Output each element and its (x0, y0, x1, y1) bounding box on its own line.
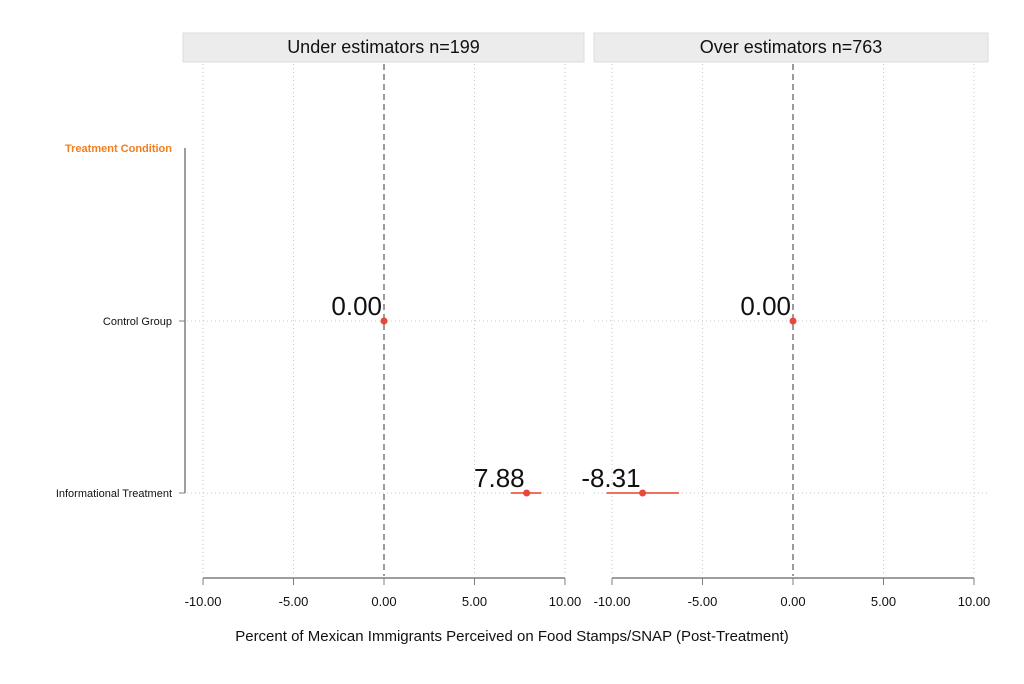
data-point (523, 489, 531, 497)
y-tick-label: Informational Treatment (56, 488, 172, 500)
x-tick-label: -5.00 (688, 594, 718, 609)
x-tick-label: 5.00 (871, 594, 896, 609)
panel-title: Over estimators n=763 (700, 37, 883, 57)
x-tick-label: 5.00 (462, 594, 487, 609)
x-axis-title: Percent of Mexican Immigrants Perceived … (235, 628, 789, 645)
x-tick-label: -5.00 (279, 594, 309, 609)
y-axis-header: Treatment Condition (65, 143, 172, 155)
panel-strip (593, 32, 989, 63)
x-tick-label: -10.00 (594, 594, 631, 609)
value-label: 0.00 (740, 291, 791, 321)
value-label: -8.31 (581, 463, 640, 493)
x-tick-label: -10.00 (185, 594, 222, 609)
data-point (380, 317, 388, 325)
panel-1: Under estimators n=199 -10.00 -5.00 0.00 5.0… (182, 32, 585, 609)
x-tick-label: 0.00 (780, 594, 805, 609)
data-point (789, 317, 797, 325)
y-tick-label: Control Group (103, 316, 172, 328)
panel-strip (182, 32, 585, 63)
value-label: 0.00 (331, 291, 382, 321)
data-point (639, 489, 647, 497)
panels-layer: Under estimators n=199 -10.00 -5.00 0.00 5.0… (182, 32, 991, 609)
x-tick-label: 0.00 (371, 594, 396, 609)
value-label: 7.88 (474, 463, 525, 493)
y-axis: Treatment Condition Control Group Informat… (56, 143, 186, 500)
panel-title: Under estimators n=199 (287, 37, 480, 57)
x-tick-label: 10.00 (549, 594, 582, 609)
panel-2: Over estimators n=763 -10.00 -5.00 0.00 5.00… (581, 32, 991, 609)
x-tick-label: 10.00 (958, 594, 991, 609)
